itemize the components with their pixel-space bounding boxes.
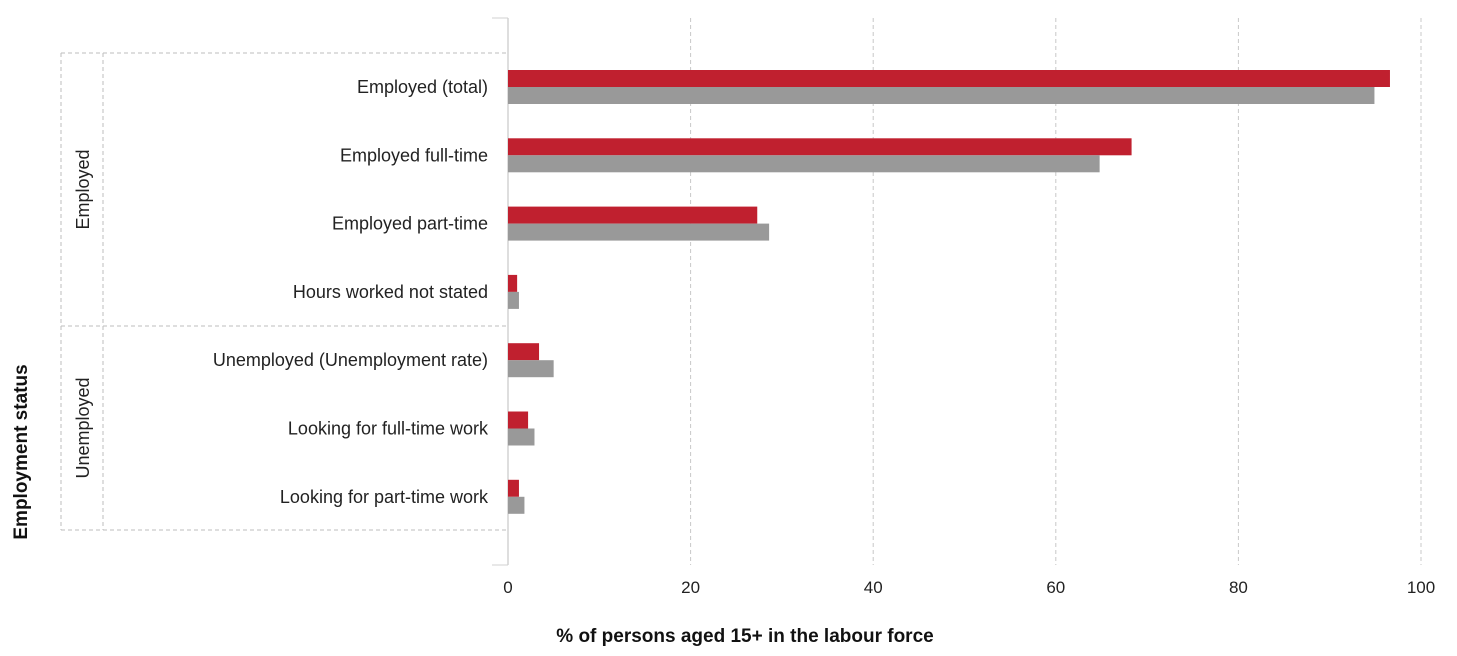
x-tick-label: 100 (1407, 578, 1435, 597)
category-label: Employed part-time (332, 214, 488, 234)
bar-series-0-row-0 (508, 70, 1390, 87)
bar-series-1-row-0 (508, 87, 1375, 104)
x-tick-label: 0 (503, 578, 512, 597)
x-tick-label: 80 (1229, 578, 1248, 597)
category-label: Employed (total) (357, 77, 488, 97)
x-tick-label: 20 (681, 578, 700, 597)
bar-series-1-row-6 (508, 496, 525, 514)
bar-series-0-row-6 (508, 479, 519, 497)
bar-series-0-row-1 (508, 138, 1132, 156)
bar-series-1-row-1 (508, 155, 1100, 173)
group-frame (60, 52, 508, 531)
bar-series-1-row-5 (508, 428, 535, 446)
label-layer: 0 20 40 60 80 100 Employed Unemployed Employed (… (73, 77, 1435, 597)
y-axis-title: Employment status (11, 364, 32, 539)
bar-series-1-row-3 (508, 291, 519, 309)
bar-layer (508, 70, 1390, 514)
bar-series-0-row-5 (508, 411, 529, 429)
category-label: Hours worked not stated (293, 282, 488, 302)
group-label-1: Unemployed (73, 377, 93, 478)
category-label: Looking for part-time work (280, 487, 489, 507)
x-tick-label: 40 (864, 578, 883, 597)
category-label: Unemployed (Unemployment rate) (213, 350, 488, 370)
bar-series-0-row-4 (508, 343, 540, 361)
bar-series-1-row-2 (508, 223, 770, 241)
x-axis-title: % of persons aged 15+ in the labour forc… (556, 626, 933, 647)
bar-series-0-row-3 (508, 274, 518, 292)
group-label-0: Employed (73, 149, 93, 229)
bar-series-1-row-4 (508, 360, 554, 378)
category-label: Looking for full-time work (288, 419, 489, 439)
category-label: Employed full-time (340, 145, 488, 165)
bar-series-0-row-2 (508, 206, 758, 224)
x-tick-label: 60 (1046, 578, 1065, 597)
